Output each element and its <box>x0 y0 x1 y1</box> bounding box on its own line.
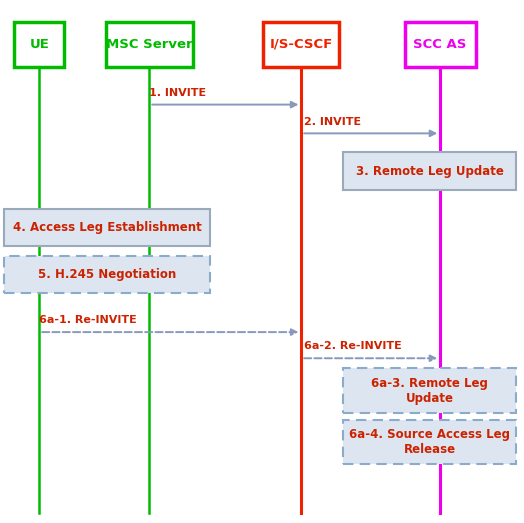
Text: I/S-CSCF: I/S-CSCF <box>270 38 333 51</box>
Bar <box>106 22 192 66</box>
Text: 3. Remote Leg Update: 3. Remote Leg Update <box>356 165 504 177</box>
Bar <box>405 22 475 66</box>
Text: 6a-3. Remote Leg
Update: 6a-3. Remote Leg Update <box>371 377 488 405</box>
Bar <box>4 256 210 293</box>
Text: 6a-4. Source Access Leg
Release: 6a-4. Source Access Leg Release <box>349 428 510 456</box>
Text: 2. INVITE: 2. INVITE <box>304 117 361 127</box>
Text: 4. Access Leg Establishment: 4. Access Leg Establishment <box>13 221 201 234</box>
Bar <box>343 369 516 413</box>
Bar <box>14 22 64 66</box>
Bar <box>343 152 516 190</box>
Bar <box>4 209 210 246</box>
Text: 5. H.245 Negotiation: 5. H.245 Negotiation <box>38 268 176 281</box>
Text: 6a-2. Re-INVITE: 6a-2. Re-INVITE <box>304 342 402 351</box>
Bar <box>343 419 516 464</box>
Text: 6a-1. Re-INVITE: 6a-1. Re-INVITE <box>39 315 137 325</box>
Text: 1. INVITE: 1. INVITE <box>149 88 206 98</box>
Text: MSC Server: MSC Server <box>106 38 193 51</box>
Bar <box>263 22 339 66</box>
Text: UE: UE <box>29 38 49 51</box>
Text: SCC AS: SCC AS <box>413 38 467 51</box>
